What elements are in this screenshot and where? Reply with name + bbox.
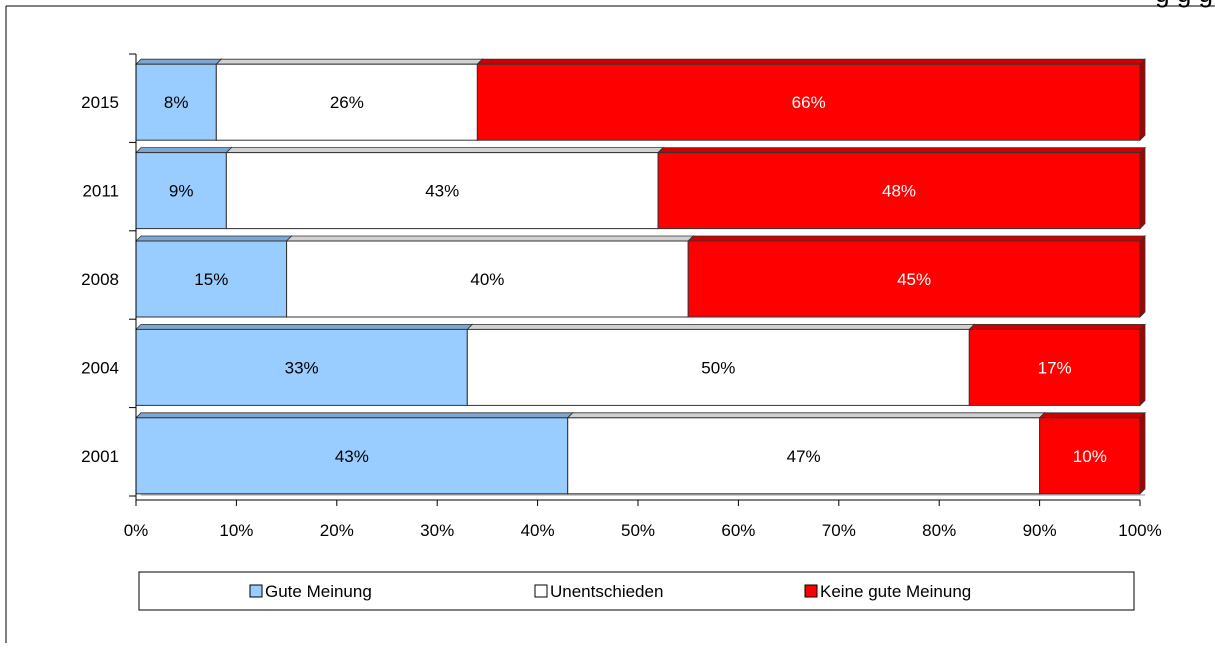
- bars-layer: 8% 26% 66% 9% 43% 48% 15% 40% 45% 33% 50% 17% 43% 47%…: [135, 58, 1146, 495]
- bar-2011-keine-gute-meinung: [657, 152, 1141, 230]
- bar-segment-2001-0: 43%: [135, 411, 574, 495]
- bar-segment-2004-1: 50%: [466, 323, 976, 407]
- data-label-2008-1: 40%: [470, 270, 504, 289]
- x-tick-label-20: 20%: [320, 521, 354, 540]
- bar-2008-unentschieden: [286, 240, 689, 318]
- legend-label-unentschieden: Unentschieden: [550, 582, 663, 601]
- bar-segment-2001-2: 10%: [1038, 411, 1146, 495]
- axis-layer: 2015 2011 2008 2004 2001 0% 10% 20% 30% 40% 50% 60%…: [81, 53, 1162, 540]
- legend-swatch-unentschieden: [534, 584, 548, 598]
- data-label-2015-0: 8%: [164, 93, 189, 112]
- data-label-2004-0: 33%: [285, 358, 319, 377]
- legend-label-gute-meinung: Gute Meinung: [265, 582, 372, 601]
- data-label-2011-0: 9%: [169, 182, 194, 201]
- data-label-2004-1: 50%: [701, 358, 735, 377]
- bar-segment-2015-1: 26%: [215, 58, 484, 142]
- legend: Gute Meinung Unentschieden Keine gute Mein…: [138, 571, 1135, 611]
- data-label-2008-0: 15%: [194, 270, 228, 289]
- category-label-2015: 2015: [81, 93, 119, 112]
- bar-segment-2001-1: 47%: [566, 411, 1046, 495]
- category-label-2004: 2004: [81, 358, 119, 377]
- data-label-2011-2: 48%: [882, 182, 916, 201]
- bar-2004-keine-gute-meinung: [968, 328, 1141, 406]
- data-label-2001-2: 10%: [1073, 447, 1107, 466]
- bar-2015-unentschieden: [215, 63, 478, 141]
- x-tick-label-90: 90%: [1023, 521, 1057, 540]
- data-label-2011-1: 43%: [425, 182, 459, 201]
- x-tick-label-30: 30%: [420, 521, 454, 540]
- x-tick-label-50: 50%: [621, 521, 655, 540]
- legend-swatch-gute-meinung: [249, 584, 263, 598]
- legend-label-keine-gute-meinung: Keine gute Meinung: [820, 582, 971, 601]
- category-label-2008: 2008: [81, 270, 119, 289]
- x-tick-label-60: 60%: [721, 521, 755, 540]
- x-tick-label-80: 80%: [922, 521, 956, 540]
- category-label-2001: 2001: [81, 447, 119, 466]
- bar-2001-keine-gute-meinung: [1039, 417, 1141, 495]
- category-label-2011: 2011: [82, 182, 119, 201]
- bar-2015-keine-gute-meinung: [476, 63, 1141, 141]
- x-tick-label-0: 0%: [124, 521, 149, 540]
- bar-2004-gute-meinung: [135, 328, 468, 406]
- bar-2011-unentschieden: [225, 152, 659, 230]
- bar-segment-2011-2: 48%: [657, 146, 1146, 230]
- data-label-2008-2: 45%: [897, 270, 931, 289]
- legend-swatch-keine-gute-meinung: [804, 584, 818, 598]
- bar-2001-gute-meinung: [135, 417, 569, 495]
- bar-segment-2011-0: 9%: [135, 146, 233, 230]
- x-tick-label-40: 40%: [521, 521, 555, 540]
- bar-2008-keine-gute-meinung: [687, 240, 1141, 318]
- data-label-2001-1: 47%: [787, 447, 821, 466]
- bar-2015-gute-meinung: [135, 63, 217, 141]
- bar-segment-2004-0: 33%: [135, 323, 474, 407]
- bar-segment-2015-0: 8%: [135, 58, 223, 142]
- x-tick-label-100: 100%: [1118, 521, 1161, 540]
- data-label-2015-1: 26%: [330, 93, 364, 112]
- bar-segment-2008-2: 45%: [687, 235, 1146, 318]
- data-label-2001-0: 43%: [335, 447, 369, 466]
- bar-2001-unentschieden: [567, 417, 1041, 495]
- bar-segment-2008-1: 40%: [285, 235, 695, 318]
- x-tick-label-70: 70%: [822, 521, 856, 540]
- header-cutoff-text: g g g: [1155, 0, 1213, 8]
- data-label-2004-2: 17%: [1038, 358, 1072, 377]
- bar-segment-2008-0: 15%: [135, 235, 293, 318]
- bar-segment-2011-1: 43%: [225, 146, 665, 230]
- legend-box: [138, 571, 1135, 611]
- bar-segment-2004-2: 17%: [968, 323, 1146, 407]
- x-tick-label-10: 10%: [219, 521, 253, 540]
- data-label-2015-2: 66%: [792, 93, 826, 112]
- bar-segment-2015-2: 66%: [476, 58, 1146, 142]
